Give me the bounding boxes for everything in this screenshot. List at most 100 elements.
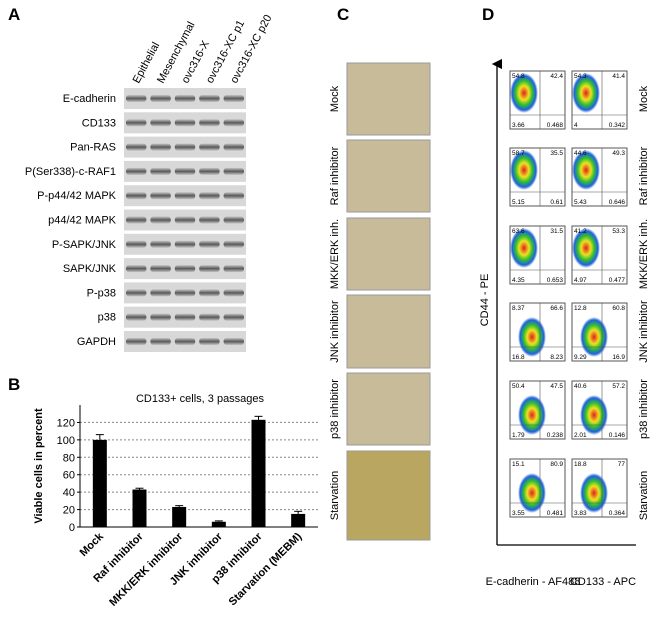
density: [510, 228, 538, 268]
quadrant-value: 47.5: [550, 383, 563, 390]
blot-label: P(Ser338)-c-RAF1: [25, 166, 116, 178]
blot-band: [199, 167, 220, 175]
quadrant-value: 40.6: [574, 383, 587, 390]
blot-band: [199, 216, 220, 224]
y-tick-label: 100: [57, 435, 75, 447]
quadrant-value: 60.8: [612, 305, 625, 312]
y-tick-label: 0: [69, 522, 75, 534]
blot-band: [199, 338, 220, 345]
blot-band: [150, 167, 171, 175]
blot-band: [199, 192, 220, 200]
blot-band: [199, 289, 220, 297]
quadrant-value: 31.5: [550, 228, 563, 235]
blot-band: [174, 338, 196, 345]
quadrant-value: 35.5: [550, 150, 563, 157]
row-label: MKK/ERK inh.: [329, 219, 341, 289]
blot-label: CD133: [82, 117, 116, 129]
blot-band: [174, 240, 196, 248]
blot-band: [199, 313, 220, 321]
blot-band: [126, 95, 147, 102]
quadrant-value: 0.468: [547, 122, 564, 129]
quadrant-value: 54.3: [574, 73, 587, 80]
blot-band: [150, 338, 171, 345]
blot-band: [150, 313, 171, 321]
quadrant-value: 42.4: [550, 73, 563, 80]
blot-band: [126, 240, 147, 248]
blot-band: [126, 192, 147, 200]
blot-band: [223, 119, 244, 127]
blot-label: SAPK/JNK: [63, 263, 117, 275]
quadrant-value: 80.9: [550, 461, 563, 468]
quadrant-value: 8.37: [512, 305, 525, 312]
y-tick-label: 120: [57, 417, 75, 429]
blot-band: [174, 289, 196, 297]
quadrant-value: 4.97: [574, 277, 587, 284]
blot-band: [174, 167, 196, 175]
x-tick-label: Starvation (MEBM): [227, 530, 305, 608]
density: [580, 473, 608, 513]
micrograph: [346, 62, 431, 136]
density: [518, 395, 546, 435]
blot-band: [174, 216, 196, 224]
y-tick-label: 40: [63, 487, 75, 499]
y-axis-label: Viable cells in percent: [33, 408, 45, 524]
micrograph: [346, 450, 431, 541]
blot-band: [199, 240, 220, 248]
blot-band: [174, 192, 196, 200]
row-label: Starvation: [638, 471, 650, 521]
quadrant-value: 54.8: [512, 73, 525, 80]
quadrant-value: 0.477: [609, 277, 626, 284]
blot-band: [126, 216, 147, 224]
quadrant-value: 49.3: [612, 150, 625, 157]
quadrant-value: 0.653: [547, 277, 564, 284]
blot-label: P-SAPK/JNK: [52, 239, 117, 251]
micrograph: [346, 139, 431, 213]
quadrant-value: 0.481: [547, 510, 564, 517]
chart-title: CD133+ cells, 3 passages: [136, 393, 265, 405]
blot-band: [150, 265, 171, 273]
row-label: Raf inhibitor: [329, 146, 341, 205]
row-label: JNK inhibitor: [329, 300, 341, 363]
row-label: JNK inhibitor: [638, 300, 650, 363]
density: [572, 228, 600, 268]
micrograph: [346, 372, 431, 446]
quadrant-value: 3.66: [512, 122, 525, 129]
quadrant-value: 18.8: [574, 461, 587, 468]
quadrant-value: 4: [574, 122, 578, 129]
quadrant-value: 16.9: [612, 354, 625, 361]
quadrant-value: 5.15: [512, 199, 525, 206]
y-tick-label: 60: [63, 470, 75, 482]
density: [572, 150, 600, 190]
x-axis-label: E-cadherin - AF488: [486, 576, 581, 588]
blot-label: E-cadherin: [63, 93, 116, 105]
blot-band: [150, 192, 171, 200]
x-tick-label: Mock: [78, 530, 107, 559]
blot-band: [174, 119, 196, 127]
bar: [172, 506, 187, 527]
density: [572, 73, 600, 113]
quadrant-value: 0.146: [609, 432, 626, 439]
blot-band: [150, 119, 171, 127]
micrograph: [346, 217, 431, 291]
density: [518, 473, 546, 513]
quadrant-value: 57.2: [612, 383, 625, 390]
x-tick-label: MKK/ERK inhibitor: [107, 530, 186, 609]
quadrant-value: 16.8: [512, 354, 525, 361]
blot-band: [150, 143, 171, 151]
blot-band: [223, 167, 244, 175]
blot-band: [199, 265, 220, 273]
panel-label: D: [482, 5, 494, 24]
quadrant-value: 8.23: [550, 354, 563, 361]
blot-band: [174, 143, 196, 151]
blot-label: P-p44/42 MAPK: [37, 190, 117, 202]
quadrant-value: 77: [618, 461, 626, 468]
quadrant-value: 50.4: [512, 383, 525, 390]
bar: [251, 419, 266, 527]
blot-label: Pan-RAS: [70, 142, 116, 154]
quadrant-value: 0.364: [609, 510, 626, 517]
bar: [132, 489, 147, 527]
panel-label: A: [8, 5, 20, 24]
quadrant-value: 12.8: [574, 305, 587, 312]
blot-band: [126, 338, 147, 345]
